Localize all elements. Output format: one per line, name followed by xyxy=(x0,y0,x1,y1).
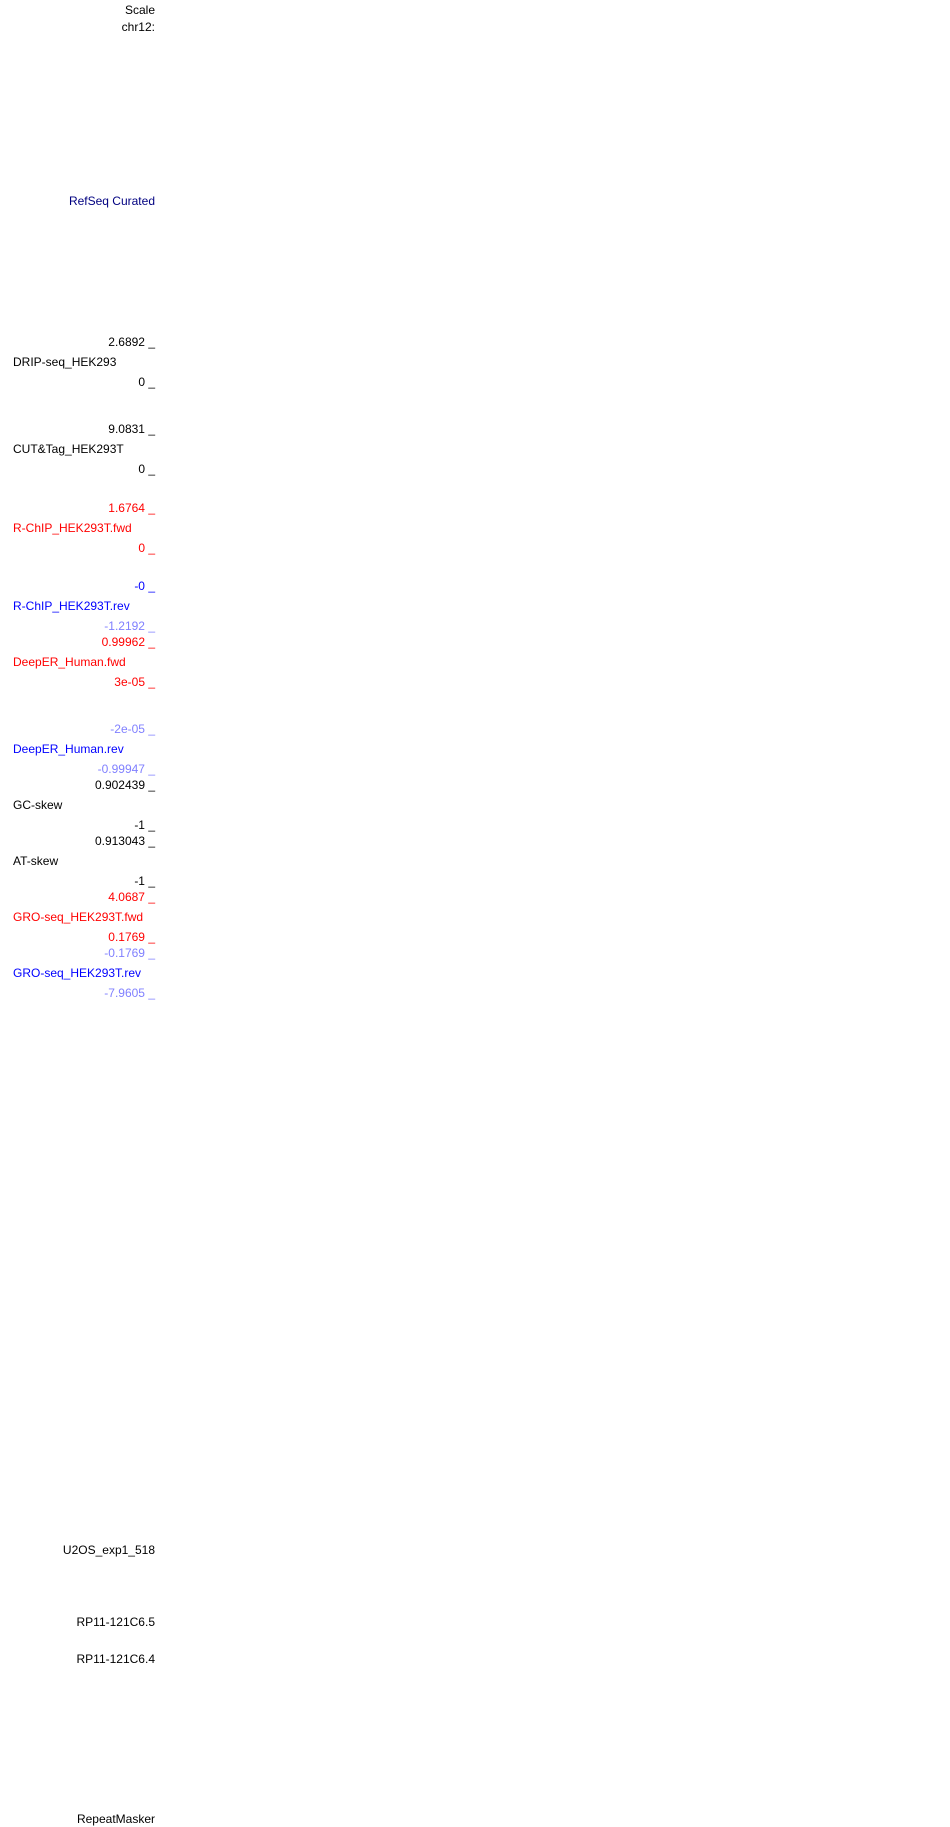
drip-max-label: 2.6892 _ xyxy=(108,335,155,349)
scale-label: Scale xyxy=(124,3,155,17)
gro-rev-min-label: -7.9605 _ xyxy=(104,986,155,1000)
deeper-fwd-track-label[interactable]: DeepER_Human.fwd xyxy=(13,655,126,669)
gc-skew-track-label[interactable]: GC-skew xyxy=(13,798,63,812)
cuttag-track-label[interactable]: CUT&Tag_HEK293T xyxy=(13,442,124,456)
gro-fwd-min-label: 0.1769 _ xyxy=(108,930,155,944)
at-skew-max-label: 0.913043 _ xyxy=(94,834,155,848)
rchip-rev-max-label: -0 _ xyxy=(134,579,155,593)
track-display-area[interactable] xyxy=(155,0,950,1827)
at-skew-min-label: -1 _ xyxy=(134,874,155,888)
deeper-rev-min-label: -0.99947 _ xyxy=(97,762,155,776)
rchip-fwd-track-label[interactable]: R-ChIP_HEK293T.fwd xyxy=(13,521,132,535)
rp11-121c6-4-label[interactable]: RP11-121C6.4 xyxy=(76,1652,156,1666)
gro-rev-max-label: -0.1769 _ xyxy=(104,946,155,960)
at-skew-track-label[interactable]: AT-skew xyxy=(13,854,59,868)
drip-track-label[interactable]: DRIP-seq_HEK293 xyxy=(13,355,117,369)
gro-rev-track-label[interactable]: GRO-seq_HEK293T.rev xyxy=(13,966,142,980)
deeper-fwd-min-label: 3e-05 _ xyxy=(114,675,155,689)
rchip-fwd-min-label: 0 _ xyxy=(138,541,155,555)
rchip-fwd-max-label: 1.6764 _ xyxy=(108,501,155,515)
cuttag-max-label: 9.0831 _ xyxy=(108,422,155,436)
rp11-121c6-5-label[interactable]: RP11-121C6.5 xyxy=(76,1615,156,1629)
chrom-label: chr12: xyxy=(121,20,155,34)
drip-min-label: 0 _ xyxy=(138,375,155,389)
rchip-rev-min-label: -1.2192 _ xyxy=(104,619,155,633)
rchip-rev-track-label[interactable]: R-ChIP_HEK293T.rev xyxy=(13,599,130,613)
gro-fwd-track-label[interactable]: GRO-seq_HEK293T.fwd xyxy=(13,910,144,924)
deeper-rev-track-label[interactable]: DeepER_Human.rev xyxy=(13,742,124,756)
cuttag-min-label: 0 _ xyxy=(138,462,155,476)
repeatmasker-track-label[interactable]: RepeatMasker xyxy=(76,1812,155,1826)
gc-skew-min-label: -1 _ xyxy=(134,818,155,832)
u2os-track-label[interactable]: U2OS_exp1_518 xyxy=(62,1543,155,1557)
track-label-panel: Scale chr12: RefSeq Curated 2.6892 _ DRI… xyxy=(0,0,155,1827)
gc-skew-max-label: 0.902439 _ xyxy=(94,778,155,792)
refseq-track-label[interactable]: RefSeq Curated xyxy=(68,194,155,208)
deeper-rev-max-label: -2e-05 _ xyxy=(110,722,155,736)
deeper-fwd-max-label: 0.99962 _ xyxy=(101,635,155,649)
gro-fwd-max-label: 4.0687 _ xyxy=(108,890,155,904)
